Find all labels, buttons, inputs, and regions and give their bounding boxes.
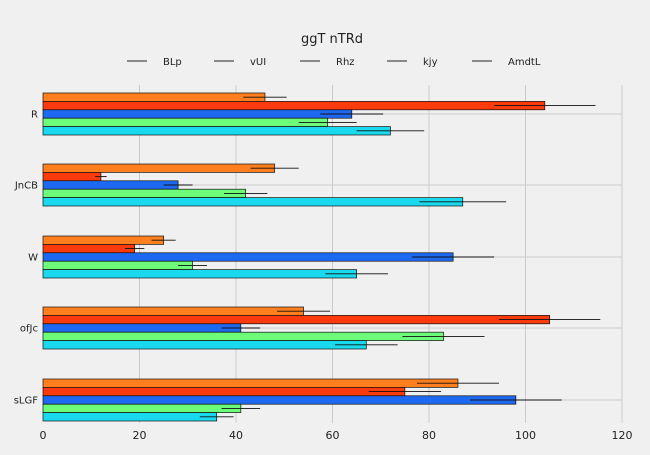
bar [42,315,550,325]
bar [42,378,459,388]
category-label: ofJc [20,324,38,335]
bar [42,269,357,279]
bar [42,323,242,333]
bar [42,92,266,102]
bar [42,235,164,245]
legend-label: AmdtL [508,57,541,68]
bar [42,395,517,405]
category-label: R [31,110,38,121]
bar [42,412,218,422]
bar [42,180,179,190]
legend: BLp vUI Rhz kjy AmdtL [127,57,541,68]
bar [42,117,329,127]
legend-label: vUI [250,57,266,68]
category-label: sLGF [14,396,39,407]
bar [42,244,136,254]
bar [42,101,546,111]
bar [42,387,406,397]
bar [42,260,193,270]
x-tick-label: 100 [515,429,536,442]
bar [42,306,304,316]
bar [42,252,454,262]
x-tick-label: 120 [612,429,633,442]
x-tick-label: 80 [422,429,436,442]
category-label: JnCB [14,181,38,192]
x-tick-label: 0 [40,429,47,442]
legend-label: kjy [423,57,438,68]
bar [42,172,102,182]
bar [42,163,275,173]
category-label: W [28,253,38,264]
x-tick-label: 20 [133,429,147,442]
bar [42,109,353,119]
error-bars [95,96,601,418]
chart-title: ggT nTRd [301,32,363,47]
bar [42,188,246,198]
bars [42,92,550,422]
bar [42,403,242,413]
x-tick-label: 40 [229,429,243,442]
bar [42,126,391,136]
bar [42,331,444,341]
legend-label: Rhz [336,57,355,68]
x-axis-labels: 0 20 40 60 80 100 120 [40,429,633,442]
x-tick-label: 60 [326,429,340,442]
bar [42,340,367,350]
bar [42,197,464,207]
legend-label: BLp [163,57,182,68]
